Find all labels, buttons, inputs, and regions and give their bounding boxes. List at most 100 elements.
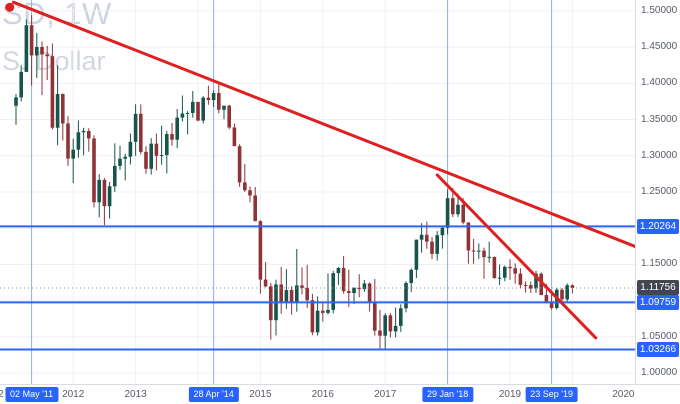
candle-body: [237, 146, 242, 183]
candle-body: [149, 143, 153, 169]
candle-body: [191, 101, 195, 113]
candle-body: [341, 268, 346, 292]
candle-body: [180, 113, 185, 118]
candle-body: [378, 330, 382, 336]
candle-body: [315, 310, 320, 333]
candle-body: [40, 46, 44, 55]
candle-body: [92, 138, 96, 203]
candle-body: [139, 113, 143, 152]
candle-body: [321, 310, 325, 313]
chart-plot-area[interactable]: SD, 1W S. Dollar: [0, 0, 635, 384]
candle-body: [425, 234, 429, 242]
candle-body: [76, 132, 81, 150]
trendline-anchor-dot[interactable]: [5, 2, 15, 12]
candle-body: [243, 182, 247, 191]
price-level-badge: 1.03266: [637, 341, 679, 357]
candle-body: [232, 127, 237, 147]
candle-body: [24, 25, 29, 72]
time-tick-label: 2: [0, 389, 4, 400]
candle-body: [310, 300, 315, 333]
candle-body: [128, 141, 133, 157]
time-axis[interactable]: 2 2012 2013 2015 2016 2017 2019 2020 02 May '11 2…: [0, 384, 680, 404]
candlestick-chart[interactable]: [0, 0, 635, 384]
candle-body: [295, 285, 299, 302]
candle-body: [529, 285, 533, 289]
candle-body: [544, 295, 549, 302]
candle-body: [154, 143, 159, 156]
candle-body: [211, 93, 216, 101]
candle-body: [71, 149, 75, 159]
candle-body: [133, 113, 138, 142]
candle-body: [482, 250, 486, 258]
candle-body: [570, 285, 575, 288]
candle-body: [549, 301, 554, 308]
time-tick-label: 2020: [612, 389, 635, 400]
date-badge: 02 May '11: [5, 387, 59, 402]
candle-body: [456, 204, 460, 215]
candle-body: [331, 273, 335, 310]
candle-body: [165, 134, 169, 156]
candle-body: [539, 273, 543, 296]
candle-body: [300, 285, 304, 288]
candle-body: [19, 71, 23, 98]
candle-body: [373, 302, 377, 331]
price-tick-label: 1.15000: [641, 258, 678, 270]
price-level-badge: 1.20264: [637, 218, 679, 234]
time-tick-label: 2016: [311, 389, 334, 400]
candle-body: [263, 279, 268, 287]
candle-body: [477, 250, 481, 252]
trendline-lower[interactable]: [435, 173, 598, 340]
candle-body: [497, 277, 502, 279]
candle-body: [45, 54, 49, 57]
candle-body: [357, 287, 361, 290]
candle-body: [144, 151, 148, 169]
candle-body: [513, 268, 517, 274]
candle-body: [258, 221, 263, 280]
candle-body: [326, 309, 330, 313]
candle-body: [61, 94, 65, 124]
candle-body: [175, 117, 179, 140]
candle-body: [471, 250, 476, 252]
candle-body: [414, 239, 419, 270]
candle-body: [55, 94, 60, 128]
price-tick-label: 1.00000: [641, 367, 678, 379]
price-tick-label: 1.45000: [641, 41, 678, 53]
candle-body: [305, 287, 309, 301]
price-tick-label: 1.40000: [641, 77, 678, 89]
candle-body: [523, 284, 528, 286]
candle-body: [508, 266, 512, 269]
candle-body: [367, 283, 372, 303]
time-tick-label: 2019: [498, 389, 522, 400]
candle-body: [451, 198, 455, 215]
price-tick-label: 1.50000: [641, 4, 678, 16]
candle-body: [362, 283, 367, 290]
candle-body: [217, 93, 221, 110]
candle-body: [560, 289, 564, 300]
candle-body: [466, 222, 471, 251]
candle-body: [534, 273, 538, 289]
candle-body: [393, 325, 398, 332]
candle-body: [170, 134, 174, 140]
time-tick-label: 2017: [374, 389, 397, 400]
candle-body: [492, 256, 497, 279]
candle-body: [29, 25, 34, 56]
candle-body: [347, 291, 351, 293]
candle-body: [383, 315, 387, 336]
candle-body: [518, 273, 523, 285]
candle-body: [435, 235, 439, 254]
candle-body: [102, 179, 107, 207]
candle-body: [113, 165, 117, 187]
candle-body: [461, 204, 465, 223]
candle-body: [222, 105, 226, 110]
price-axis[interactable]: 1.50000 1.45000 1.40000 1.35000 1.30000 1.250…: [635, 0, 680, 384]
candle-body: [352, 287, 356, 293]
candle-body: [440, 227, 445, 236]
candle-body: [279, 284, 283, 302]
candle-body: [107, 186, 112, 207]
candle-body: [248, 190, 252, 196]
candle-body: [284, 290, 289, 302]
price-tick-label: 1.35000: [641, 113, 678, 125]
price-level-badge: 1.09759: [637, 294, 679, 310]
candle-body: [118, 158, 122, 166]
trendline-upper[interactable]: [11, 0, 635, 248]
